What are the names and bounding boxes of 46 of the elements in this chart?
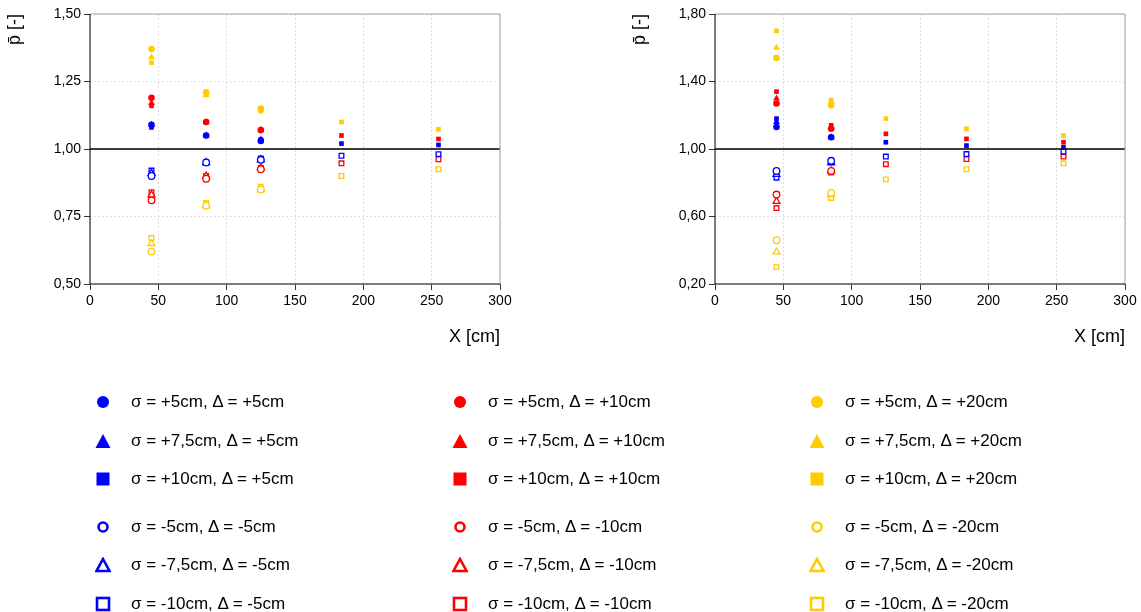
legend-label: σ = -7,5cm, Δ = -5cm xyxy=(131,555,290,576)
x-tick-label: 300 xyxy=(488,292,512,309)
legend-label: σ = +10cm, Δ = +10cm xyxy=(488,469,661,490)
x-tick-label: 300 xyxy=(1113,292,1137,309)
y-tick-label: 1,00 xyxy=(678,139,707,156)
legend-label: σ = -5cm, Δ = -20cm xyxy=(845,516,1000,537)
y-tick-label: 1,40 xyxy=(678,72,707,89)
legend-label: σ = +5cm, Δ = +20cm xyxy=(845,392,1008,413)
x-tick-label: 150 xyxy=(283,292,307,309)
legend-label: σ = -10cm, Δ = -10cm xyxy=(488,593,652,612)
legend-label: σ = +7,5cm, Δ = +5cm xyxy=(131,430,299,451)
y-axis-title: p̄ [-] xyxy=(628,14,649,46)
legend-label: σ = +5cm, Δ = +5cm xyxy=(131,392,285,413)
x-tick-label: 0 xyxy=(711,292,720,309)
y-tick-label: 1,00 xyxy=(53,139,82,156)
x-axis-title: X [cm] xyxy=(448,326,500,347)
x-tick-label: 150 xyxy=(908,292,932,309)
x-tick-label: 250 xyxy=(419,292,444,309)
y-tick-label: 1,25 xyxy=(53,72,82,89)
legend-label: σ = -5cm, Δ = -10cm xyxy=(488,516,643,537)
legend-label: σ = -7,5cm, Δ = -10cm xyxy=(488,555,657,576)
legend-label: σ = +10cm, Δ = +5cm xyxy=(131,469,294,490)
legend-label: σ = +10cm, Δ = +20cm xyxy=(845,469,1018,490)
x-tick-label: 100 xyxy=(839,292,864,309)
y-tick-label: 0,20 xyxy=(678,274,707,291)
x-tick-label: 200 xyxy=(976,292,1001,309)
x-tick-label: 250 xyxy=(1044,292,1069,309)
x-tick-label: 50 xyxy=(150,292,167,309)
y-tick-label: 0,75 xyxy=(53,207,82,224)
y-axis-title: p̄ [-] xyxy=(3,14,24,46)
legend-label: σ = -7,5cm, Δ = -20cm xyxy=(845,555,1014,576)
x-axis-title: X [cm] xyxy=(1073,326,1125,347)
x-tick-label: 0 xyxy=(86,292,95,309)
legend-label: σ = -5cm, Δ = -5cm xyxy=(131,516,276,537)
y-tick-label: 1,80 xyxy=(678,4,707,21)
legend-label: σ = +5cm, Δ = +10cm xyxy=(488,392,651,413)
legend-label: σ = +7,5cm, Δ = +20cm xyxy=(845,430,1022,451)
x-tick-label: 100 xyxy=(214,292,239,309)
legend-label: σ = +7,5cm, Δ = +10cm xyxy=(488,430,665,451)
y-tick-label: 1,50 xyxy=(53,4,82,21)
y-tick-label: 0,50 xyxy=(53,274,82,291)
y-tick-label: 0,60 xyxy=(678,207,707,224)
x-tick-label: 200 xyxy=(351,292,376,309)
x-tick-label: 50 xyxy=(775,292,792,309)
legend-label: σ = -10cm, Δ = -20cm xyxy=(845,593,1009,612)
legend-label: σ = -10cm, Δ = -5cm xyxy=(131,593,286,612)
